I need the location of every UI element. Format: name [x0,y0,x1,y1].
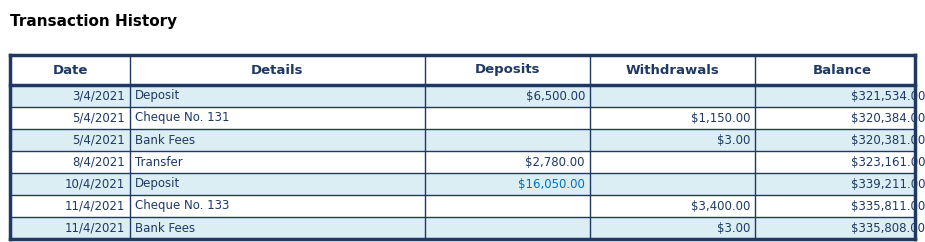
Bar [10,129,915,151]
Text: $3.00: $3.00 [717,221,750,234]
Text: Deposits: Deposits [475,63,540,76]
Bar [10,55,915,85]
Text: $339,211.00: $339,211.00 [850,177,925,190]
Text: Transfer: Transfer [135,156,183,168]
Text: Bank Fees: Bank Fees [135,221,195,234]
Text: $3,400.00: $3,400.00 [691,199,750,212]
Text: Deposit: Deposit [135,90,180,103]
Text: $6,500.00: $6,500.00 [525,90,585,103]
Text: 10/4/2021: 10/4/2021 [65,177,125,190]
Text: Balance: Balance [813,63,872,76]
Text: 8/4/2021: 8/4/2021 [72,156,125,168]
Text: 11/4/2021: 11/4/2021 [65,221,125,234]
Text: $320,381.00: $320,381.00 [851,134,925,146]
Bar [10,107,915,129]
Text: $335,811.00: $335,811.00 [851,199,925,212]
Bar [10,195,915,217]
Text: Date: Date [53,63,88,76]
Text: 5/4/2021: 5/4/2021 [72,112,125,124]
Text: 3/4/2021: 3/4/2021 [72,90,125,103]
Text: Cheque No. 133: Cheque No. 133 [135,199,229,212]
Bar [10,217,915,239]
Text: $335,808.00: $335,808.00 [851,221,925,234]
Text: Bank Fees: Bank Fees [135,134,195,146]
Text: $3.00: $3.00 [717,134,750,146]
Text: Deposit: Deposit [135,177,180,190]
Bar [10,173,915,195]
Bar [10,85,915,107]
Text: $16,050.00: $16,050.00 [518,177,585,190]
Text: $323,161.00: $323,161.00 [850,156,925,168]
Text: $320,384.00: $320,384.00 [851,112,925,124]
Text: Withdrawals: Withdrawals [625,63,720,76]
Text: 11/4/2021: 11/4/2021 [65,199,125,212]
Text: $2,780.00: $2,780.00 [525,156,585,168]
Text: Details: Details [252,63,303,76]
Text: Transaction History: Transaction History [10,14,177,29]
Bar [10,151,915,173]
Text: Cheque No. 131: Cheque No. 131 [135,112,229,124]
Text: 5/4/2021: 5/4/2021 [72,134,125,146]
Text: $321,534.00: $321,534.00 [851,90,925,103]
Text: $1,150.00: $1,150.00 [690,112,750,124]
